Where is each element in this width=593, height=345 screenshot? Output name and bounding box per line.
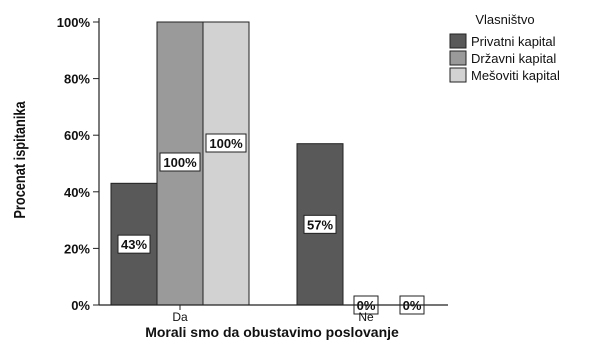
data-label: 43% bbox=[117, 234, 151, 254]
data-label: 57% bbox=[303, 214, 337, 234]
legend-swatch bbox=[449, 33, 467, 49]
x-axis-title: Morali smo da obustavimo poslovanje bbox=[145, 324, 399, 340]
data-label: 100% bbox=[205, 133, 247, 153]
y-axis-title: Procenat ispitanika bbox=[12, 101, 30, 219]
legend-entry: Državni kapital bbox=[471, 51, 556, 66]
legend: Vlasništvo Privatni kapital Državni kapit… bbox=[449, 12, 560, 83]
y-tick-label: 0% bbox=[71, 298, 90, 313]
y-tick-label: 60% bbox=[64, 128, 90, 143]
data-label-text: 100% bbox=[209, 136, 243, 151]
y-tick-label: 40% bbox=[64, 185, 90, 200]
data-label-text: 100% bbox=[163, 155, 197, 170]
data-label-box bbox=[205, 133, 247, 153]
y-tick-label: 80% bbox=[64, 72, 90, 87]
data-label-box bbox=[159, 152, 201, 172]
legend-title: Vlasništvo bbox=[475, 12, 534, 27]
category-labels: Da Ne bbox=[172, 305, 374, 324]
y-axis-ticks: 0% 20% 40% 60% 80% 100% bbox=[57, 15, 99, 313]
y-tick-label: 20% bbox=[64, 241, 90, 256]
bars bbox=[110, 21, 344, 306]
y-tick-label: 100% bbox=[57, 15, 91, 30]
data-label-text: 43% bbox=[121, 237, 147, 252]
data-label-box bbox=[303, 214, 337, 234]
x-tick-label: Ne bbox=[358, 310, 374, 324]
legend-entry: Privatni kapital bbox=[471, 34, 556, 49]
data-label-box bbox=[117, 234, 151, 254]
legend-swatch bbox=[449, 67, 467, 83]
legend-swatch bbox=[449, 50, 467, 66]
data-label: 100% bbox=[159, 152, 201, 172]
x-tick-label: Da bbox=[172, 310, 188, 324]
data-label-text: 57% bbox=[307, 217, 333, 232]
legend-entry: Mešoviti kapital bbox=[471, 68, 560, 83]
bar-me-oviti-kapital-da bbox=[202, 21, 250, 306]
